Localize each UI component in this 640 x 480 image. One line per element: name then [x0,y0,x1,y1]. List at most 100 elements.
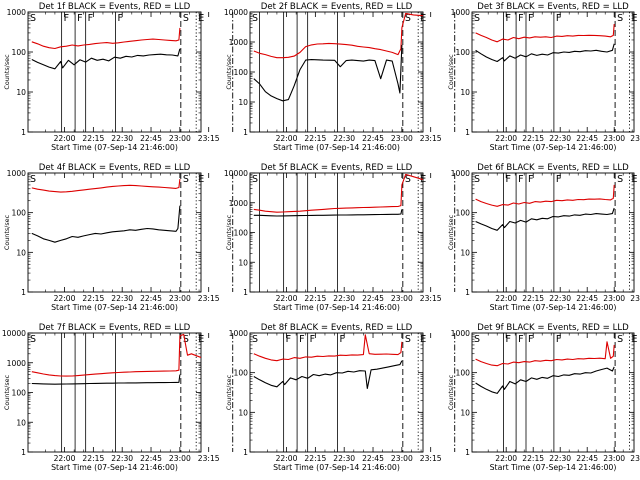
saa-end-label: E [420,174,426,185]
y-tick-label: 10 [238,258,248,267]
x-axis-label: Start Time (07-Sep-14 21:46:00) [490,463,617,472]
x-tick-label: 22:15 [522,294,544,303]
series-events-line [31,48,181,70]
panel-det-5: Det 5f BLACK = Events, RED = LLD 1 10 100 10… [224,163,456,312]
y-tick-label: 1000 [451,8,470,17]
series-events-line [475,43,615,63]
saa-start-label: S [617,334,623,345]
x-tick-label: 23:15 [198,454,220,463]
plot-frame [471,11,635,133]
series-events-line [253,209,403,217]
panel-title: Det 6f BLACK = Events, RED = LLD [477,163,629,173]
x-tick-label: 22:30 [333,294,355,303]
plot-frame [249,172,424,293]
x-tick-label: 23:15 [630,454,640,463]
y-tick-label: 1 [243,448,248,457]
y-axis-label: Counts/sec [447,54,455,90]
panel-title: Det 2f BLACK = Events, RED = LLD [261,2,413,12]
x-tick-label: 22:45 [140,454,162,463]
x-tick-label: 23:15 [420,294,442,303]
panel-det-2: Det 2f BLACK = Events, RED = LLD 1 10 100 10… [224,2,456,152]
series-events-line [253,44,403,102]
flare-marker-label: F [528,334,533,345]
x-tick-label: 23:00 [391,134,413,143]
y-tick-label: 1 [243,128,248,137]
x-tick-label: 22:15 [304,294,326,303]
x-tick-label: 22:30 [111,454,133,463]
panel-det-7: Det 7f BLACK = Events, RED = LLD 1 10 100 10… [2,323,234,472]
y-tick-label: 1000 [229,38,248,47]
x-tick-label: 22:00 [495,294,517,303]
start-marker-label: S [252,334,258,345]
y-tick-label: 1 [21,128,26,137]
x-tick-label: 22:15 [522,454,544,463]
flare-marker-label: F [339,334,344,345]
x-tick-label: 23:00 [169,294,191,303]
x-tick-label: 22:30 [333,454,355,463]
x-tick-label: 22:15 [82,134,104,143]
x-axis-label: Start Time (07-Sep-14 21:46:00) [490,303,617,312]
series-lld-line [475,23,615,43]
x-tick-label: 23:00 [603,454,625,463]
x-tick-label: 22:15 [304,134,326,143]
saa-end-label: E [198,174,204,185]
x-tick-label: 23:15 [198,134,220,143]
start-marker-label: S [474,334,480,345]
x-tick-label: 22:45 [576,134,598,143]
flare-marker-label: F [528,174,533,185]
panel-det-8: Det 8f BLACK = Events, RED = LLD 1 10 100 10… [225,323,456,472]
x-tick-label: 22:00 [54,294,76,303]
x-tick-label: 23:15 [420,454,442,463]
x-tick-label: 23:00 [391,454,413,463]
saa-start-label: S [617,174,623,185]
start-marker-label: S [474,174,480,185]
x-axis-label: Start Time (07-Sep-14 21:46:00) [273,143,400,152]
flare-marker-label: F [77,13,82,24]
panel-title: Det 3f BLACK = Events, RED = LLD [477,2,629,12]
y-tick-label: 1000 [451,169,470,178]
x-axis-label: Start Time (07-Sep-14 21:46:00) [273,303,400,312]
y-tick-label: 1000 [7,8,26,17]
saa-end-label: E [198,334,204,345]
series-events-line [253,360,403,390]
x-tick-label: 22:00 [54,454,76,463]
x-tick-label: 22:45 [576,454,598,463]
flare-marker-label: F [117,13,122,24]
x-tick-label: 23:15 [630,294,640,303]
y-tick-label: 100 [456,209,471,218]
y-tick-label: 10000 [224,169,248,178]
plot-frame [27,172,202,293]
y-tick-label: 10 [238,408,248,417]
y-tick-label: 1000 [451,329,470,338]
x-axis-label: Start Time (07-Sep-14 21:46:00) [273,463,400,472]
y-tick-label: 100 [12,209,27,218]
y-tick-label: 10 [460,88,470,97]
start-marker-label: S [30,174,36,185]
x-tick-label: 22:00 [276,294,298,303]
y-tick-label: 1 [243,288,248,297]
y-tick-label: 100 [456,48,471,57]
panel-det-4: Det 4f BLACK = Events, RED = LLD 1 10 100 10… [3,163,234,312]
flare-marker-label: F [518,334,523,345]
x-tick-label: 23:15 [420,134,442,143]
y-tick-label: 1 [465,448,470,457]
flare-marker-label: F [310,334,315,345]
saa-end-label: E [632,13,638,24]
plot-frame [27,11,202,133]
series-events-line [475,207,615,231]
panel-det-3: Det 3f BLACK = Events, RED = LLD 1 10 100 10… [447,2,640,152]
start-marker-label: S [30,334,36,345]
flare-marker-label: F [286,334,291,345]
series-events-line [31,374,181,385]
x-tick-label: 22:15 [82,294,104,303]
x-tick-label: 22:30 [111,134,133,143]
flare-marker-label: F [556,334,561,345]
series-lld-line [31,179,181,193]
x-tick-label: 23:15 [198,294,220,303]
flare-marker-label: F [506,174,511,185]
x-tick-label: 22:00 [276,454,298,463]
y-tick-label: 10 [238,98,248,107]
x-axis-label: Start Time (07-Sep-14 21:46:00) [51,143,178,152]
panel-title: Det 8f BLACK = Events, RED = LLD [261,323,413,333]
panel-det-1: Det 1f BLACK = Events, RED = LLD 1 10 100 10… [3,2,234,152]
